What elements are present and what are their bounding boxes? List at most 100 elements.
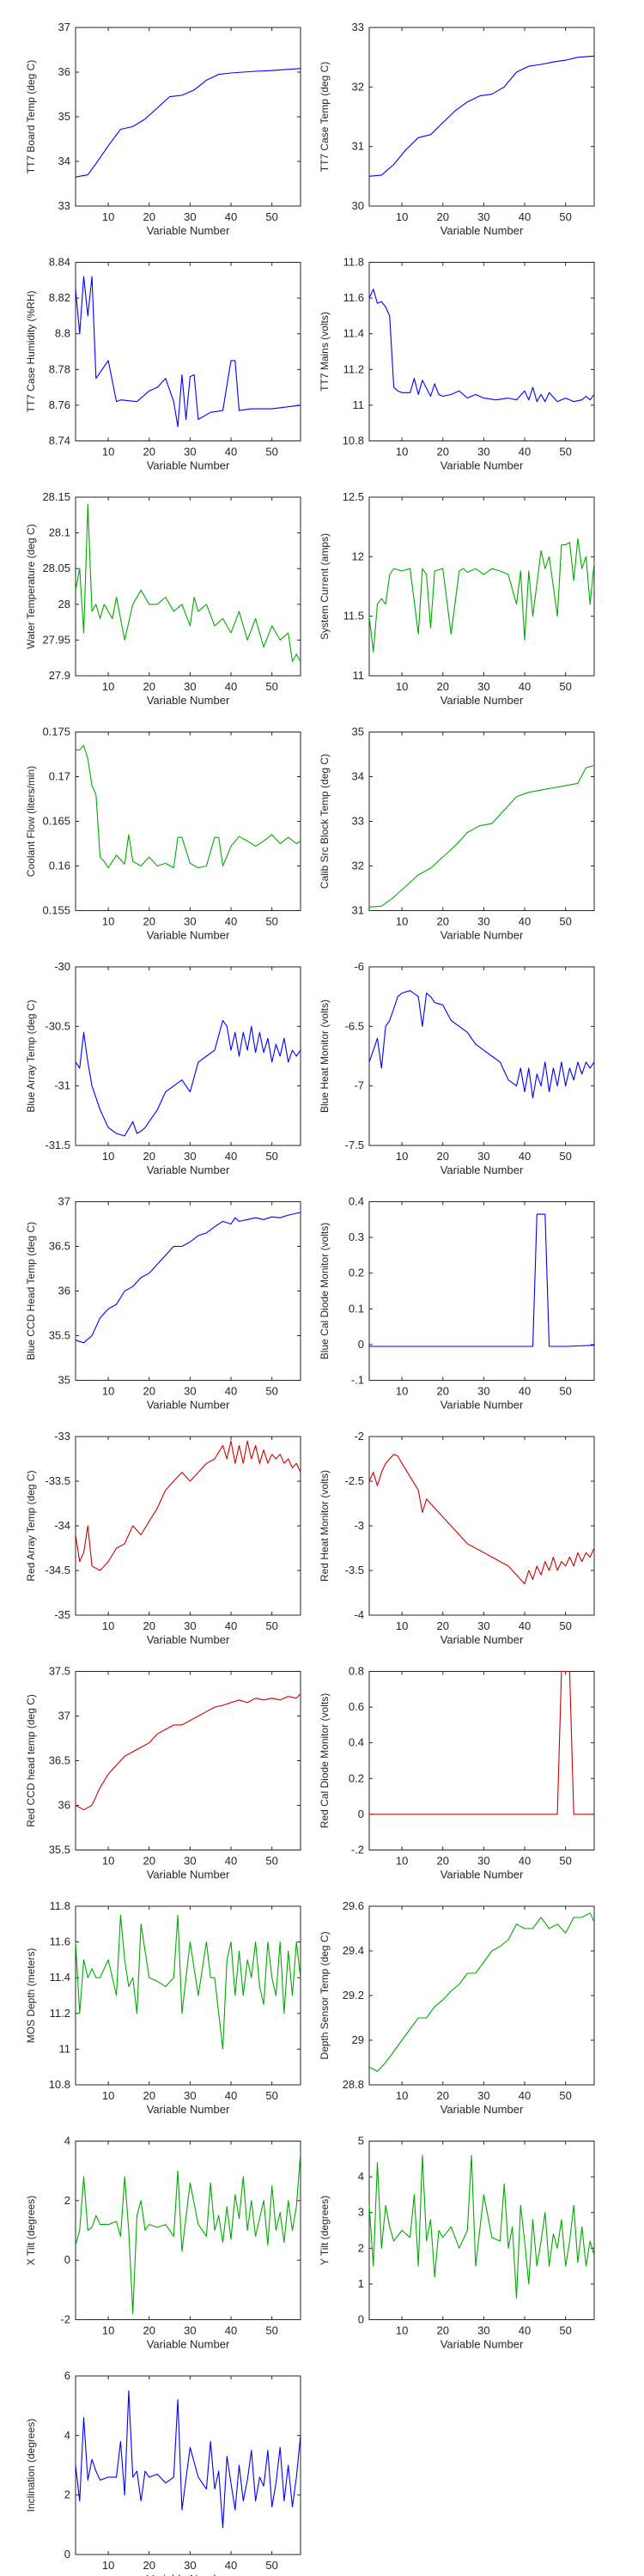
axes-box	[368, 1436, 595, 1616]
y-tick-label: 4	[358, 2170, 364, 2183]
y-tick-label: -.2	[351, 1844, 364, 1856]
y-tick-label: 3	[358, 2206, 364, 2219]
y-tick-label: 0.1	[349, 1302, 364, 1315]
axes-box	[75, 966, 301, 1146]
x-axis-label: Variable Number	[440, 224, 524, 237]
x-tick-label: 50	[265, 2324, 277, 2337]
x-tick-label: 20	[143, 1855, 155, 1868]
y-tick-label: 35	[58, 1374, 70, 1387]
y-tick-label: -33	[54, 1430, 70, 1443]
x-axis-label: Variable Number	[147, 929, 230, 942]
series-line	[368, 990, 595, 1099]
y-tick-label: 35.5	[49, 1329, 70, 1342]
axes-box	[75, 1905, 301, 2086]
series-line	[75, 503, 301, 662]
y-tick-label: 0.4	[349, 1736, 364, 1749]
y-tick-label: 4	[64, 2428, 70, 2441]
y-tick-label: 11.4	[343, 327, 364, 340]
x-tick-label: 20	[437, 446, 449, 459]
x-axis-label: Variable Number	[147, 1399, 230, 1412]
chart-panel: 10 20 30 40 50 -.1 0 0.1 0.2 0.3 0.4 Variable Numbe…	[319, 1195, 595, 1412]
chart-panel: 10 20 30 40 50 30 31 32 33 Variable Number TT7 Cas…	[319, 21, 595, 237]
x-tick-label: 30	[477, 446, 489, 459]
x-tick-label: 40	[519, 446, 531, 459]
x-tick-label: 20	[437, 1150, 449, 1163]
y-tick-label: 28.15	[42, 490, 70, 503]
series-line	[368, 1454, 595, 1585]
x-tick-label: 10	[102, 680, 114, 693]
series-line	[75, 276, 301, 428]
y-tick-label: 10.8	[343, 434, 364, 447]
y-tick-label: 8.76	[49, 398, 70, 411]
chart-panel: 10 20 30 40 50 -2 0 2 4 Variable Number X Tilt (de…	[25, 2135, 301, 2351]
y-tick-label: 27.95	[42, 633, 70, 646]
x-axis-label: Variable Number	[147, 2573, 230, 2576]
axes-box	[368, 496, 595, 677]
y-tick-label: 11.2	[50, 2007, 70, 2020]
x-tick-label: 20	[437, 210, 449, 223]
y-tick-label: 36.5	[49, 1754, 70, 1767]
x-tick-label: 40	[225, 2089, 237, 2102]
x-tick-label: 20	[143, 915, 155, 928]
x-tick-label: 10	[102, 1619, 114, 1632]
x-tick-label: 30	[184, 2559, 196, 2572]
x-tick-label: 50	[559, 446, 571, 459]
y-axis-label: X Tilt (degrees)	[25, 2196, 37, 2265]
x-tick-label: 40	[519, 1385, 531, 1398]
x-tick-label: 20	[143, 680, 155, 693]
series-line	[368, 55, 595, 177]
x-tick-label: 30	[477, 680, 489, 693]
y-tick-label: 36	[58, 1799, 70, 1812]
y-tick-label: 33	[352, 815, 364, 828]
chart-panel: 10 20 30 40 50 10.8 11 11.2 11.4 11.6 11.8 Variable…	[319, 256, 595, 472]
y-tick-label: 33	[58, 199, 70, 212]
y-axis-label: Red Cal Diode Monitor (volts)	[319, 1693, 331, 1828]
y-axis-label: Blue Cal Diode Monitor (volts)	[319, 1223, 331, 1359]
chart-panel: 10 20 30 40 50 8.74 8.76 8.78 8.8 8.82 8.84 Variabl…	[25, 256, 301, 472]
x-tick-label: 10	[102, 1855, 114, 1868]
x-tick-label: 40	[225, 2559, 237, 2572]
y-axis-label: TT7 Case Temp (deg C)	[319, 62, 331, 173]
chart-panel: 10 20 30 40 50 31 32 33 34 35 Variable Number Calib…	[319, 726, 595, 942]
axes-box	[368, 27, 595, 207]
series-line	[368, 764, 595, 908]
y-axis-label: Blue Array Temp (deg C)	[25, 999, 37, 1112]
y-tick-label: 32	[352, 80, 364, 93]
x-axis-label: Variable Number	[440, 2338, 524, 2351]
x-axis-label: Variable Number	[147, 2103, 230, 2116]
x-tick-label: 20	[143, 210, 155, 223]
x-tick-label: 50	[559, 1150, 571, 1163]
x-tick-label: 20	[143, 1619, 155, 1632]
x-tick-label: 40	[225, 2324, 237, 2337]
x-axis-label: Variable Number	[147, 694, 230, 707]
series-line	[368, 538, 595, 653]
x-tick-label: 50	[265, 2559, 277, 2572]
x-tick-label: 30	[184, 446, 196, 459]
series-line	[76, 744, 301, 869]
x-tick-label: 10	[102, 1150, 114, 1163]
y-tick-label: 35	[58, 110, 70, 123]
y-tick-label: 8.78	[49, 362, 70, 375]
y-axis-label: Water Temperature (deg C)	[25, 524, 37, 648]
x-tick-label: 50	[265, 1619, 277, 1632]
x-tick-label: 30	[477, 210, 489, 223]
x-tick-label: 10	[396, 1619, 408, 1632]
x-tick-label: 30	[184, 1619, 196, 1632]
y-tick-label: -34	[54, 1519, 70, 1532]
y-tick-label: 0.165	[42, 815, 70, 828]
y-tick-label: 35.5	[49, 1844, 70, 1856]
x-tick-label: 50	[559, 1385, 571, 1398]
y-tick-label: 0.175	[42, 726, 70, 738]
x-tick-label: 20	[437, 680, 449, 693]
y-tick-label: 0	[64, 2253, 70, 2266]
y-tick-label: 0.2	[349, 1771, 364, 1784]
y-tick-label: 11	[353, 398, 365, 411]
y-tick-label: 31	[352, 140, 364, 153]
x-tick-label: 30	[477, 2324, 489, 2337]
y-axis-label: Inclination (degrees)	[25, 2419, 37, 2512]
x-tick-label: 50	[265, 210, 277, 223]
chart-panel: 10 20 30 40 50 35.5 36 36.5 37 37.5 Variable Numbe…	[25, 1665, 301, 1881]
x-tick-label: 10	[396, 2089, 408, 2102]
y-tick-label: -31.5	[45, 1139, 70, 1151]
x-tick-label: 20	[143, 1385, 155, 1398]
